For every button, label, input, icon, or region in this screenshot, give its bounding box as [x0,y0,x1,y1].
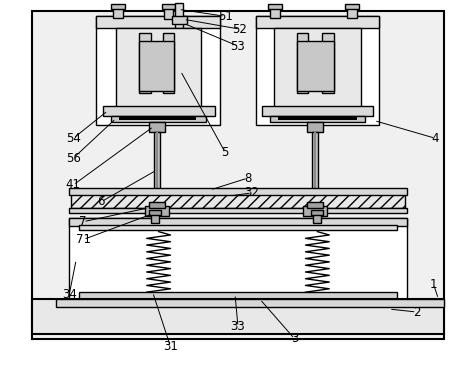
Text: 31: 31 [163,340,178,353]
Bar [297,33,308,93]
Bar [256,16,379,28]
Bar [270,115,365,123]
Text: 32: 32 [245,187,259,199]
Bar [151,213,159,223]
Bar [31,299,445,334]
Bar [96,16,220,28]
Bar [307,123,323,132]
Bar [322,33,334,93]
Bar [103,105,215,115]
Text: 53: 53 [231,39,245,53]
Bar [69,218,407,299]
Text: 71: 71 [76,233,91,246]
Bar [116,28,201,108]
Bar [69,188,407,195]
Bar [71,193,405,208]
Bar [149,202,165,208]
Text: 33: 33 [231,320,245,333]
Bar [31,11,445,339]
Bar [119,118,196,120]
Bar [176,3,183,28]
Text: 8: 8 [244,172,252,185]
Text: 41: 41 [66,178,81,192]
Bar [313,213,321,223]
Bar [270,6,280,18]
Text: 54: 54 [66,132,81,145]
Bar [154,132,159,202]
Text: 1: 1 [430,278,437,291]
Bar [96,16,220,126]
Bar [149,210,160,215]
Bar [149,123,165,132]
Text: 7: 7 [79,215,87,228]
Text: 5: 5 [221,146,229,159]
Bar [163,33,175,93]
Bar [307,202,323,208]
Bar [268,4,282,9]
Bar [145,206,169,216]
Bar [345,4,359,9]
Bar [347,6,357,18]
Bar [171,16,188,24]
Bar [297,41,334,91]
Bar [111,4,125,9]
Bar [139,41,175,91]
Bar [312,132,318,202]
Bar [307,196,324,202]
Bar [278,118,357,120]
Text: 3: 3 [291,332,298,345]
Bar [56,299,445,307]
Text: 2: 2 [413,306,420,319]
Bar [79,292,397,300]
Bar [303,200,328,208]
Text: 56: 56 [66,152,81,165]
Bar [309,193,321,198]
Bar [164,6,173,19]
Bar [274,28,361,108]
Text: 51: 51 [218,10,233,23]
Bar [151,193,163,198]
Text: 6: 6 [97,195,105,208]
Bar [304,206,327,216]
Bar [311,210,323,215]
Bar [262,105,373,115]
Bar [79,225,397,230]
Bar [161,4,176,9]
Text: 34: 34 [62,288,77,301]
Text: 4: 4 [432,132,439,145]
Bar [139,33,151,93]
Bar [144,200,169,208]
Bar [113,6,123,18]
Text: 52: 52 [233,23,248,36]
Bar [148,196,166,202]
Bar [111,115,206,123]
Bar [256,16,379,126]
Bar [69,218,407,226]
Bar [69,208,407,213]
